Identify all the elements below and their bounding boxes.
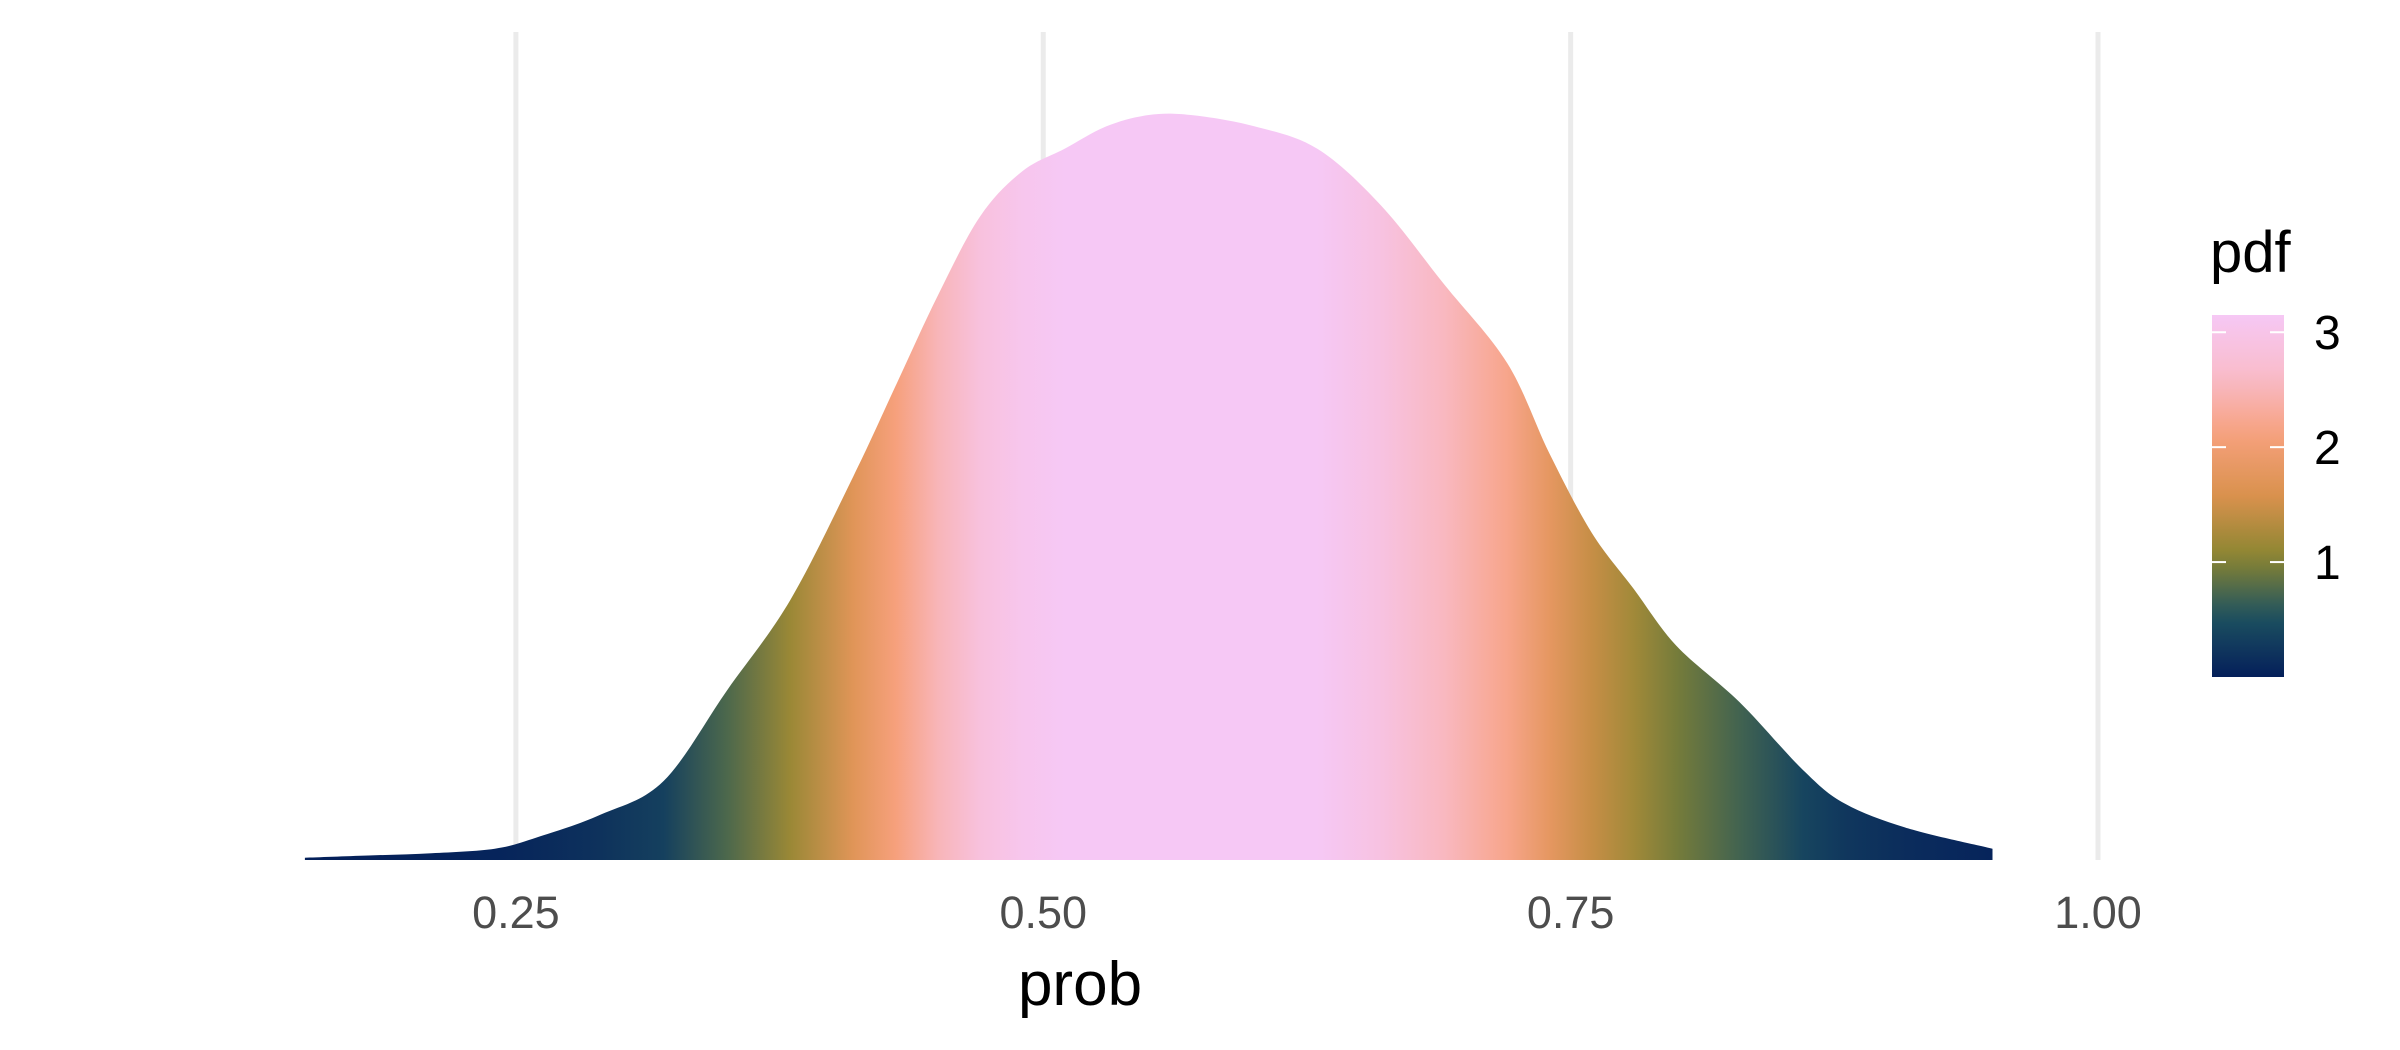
legend-label: 2 <box>2314 422 2341 475</box>
legend-label: 3 <box>2314 307 2341 360</box>
density-area <box>304 113 1993 860</box>
x-tick-label: 0.75 <box>1527 887 1615 938</box>
legend-ticks: 3 2 1 <box>2212 307 2341 590</box>
x-axis-title: prob <box>1018 950 1142 1019</box>
x-tick-label: 0.50 <box>999 887 1087 938</box>
x-axis-ticks: 0.25 0.50 0.75 1.00 <box>472 887 2142 938</box>
legend-title: pdf <box>2210 220 2292 285</box>
plot-area <box>304 113 1993 860</box>
x-tick-label: 0.25 <box>472 887 560 938</box>
legend-colorbar <box>2212 315 2284 677</box>
legend: pdf 3 2 1 <box>2210 220 2341 677</box>
x-tick-label: 1.00 <box>2054 887 2142 938</box>
legend-label: 1 <box>2314 537 2341 590</box>
